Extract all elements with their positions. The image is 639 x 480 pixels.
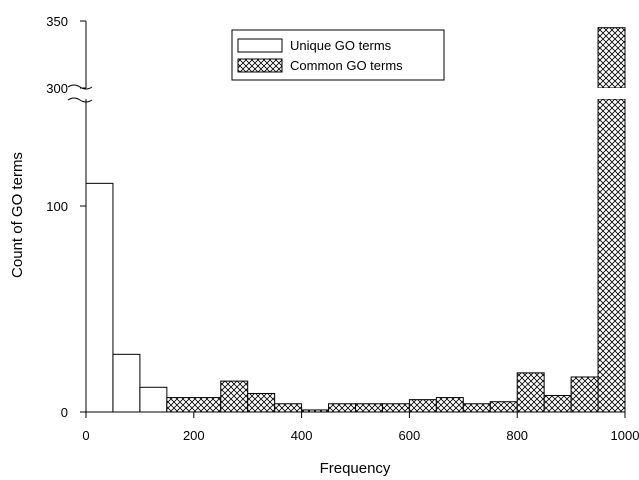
y-tick-label-100: 100 bbox=[46, 199, 68, 214]
bar-crosshatch-12 bbox=[516, 372, 545, 413]
y-axis-title: Count of GO terms bbox=[9, 152, 26, 278]
bar-crosshatch-1 bbox=[220, 380, 249, 413]
bar-crosshatch-15-upper bbox=[597, 27, 626, 89]
bar-crosshatch-3 bbox=[274, 403, 303, 413]
bar-crosshatch-6 bbox=[355, 403, 383, 413]
x-tick-label-600: 600 bbox=[399, 428, 421, 443]
bar-none-0 bbox=[85, 182, 114, 413]
x-tick-label-400: 400 bbox=[291, 428, 313, 443]
bar-none-1 bbox=[112, 353, 141, 413]
bar-crosshatch-7 bbox=[381, 403, 410, 413]
bar-crosshatch-13 bbox=[543, 395, 572, 413]
legend-label-unique: Unique GO terms bbox=[290, 38, 392, 53]
bar-crosshatch-15-lower bbox=[597, 98, 626, 413]
axes-layer: 0 200 400 600 800 1000 0 100 300 350 bbox=[46, 14, 639, 443]
legend-swatch-unique bbox=[237, 38, 283, 53]
bar-crosshatch-10 bbox=[462, 403, 491, 413]
y-tick-label-300: 300 bbox=[46, 81, 68, 96]
bar-crosshatch-0 bbox=[166, 397, 222, 413]
y-tick-label-0: 0 bbox=[61, 405, 68, 420]
legend: Unique GO terms Common GO terms bbox=[231, 29, 445, 81]
bar-none-2 bbox=[139, 386, 168, 413]
bar-break-gap bbox=[597, 88, 626, 99]
bar-crosshatch-8 bbox=[408, 399, 437, 413]
axis-break-mark-upper bbox=[67, 84, 93, 90]
legend-swatch-common bbox=[237, 58, 283, 73]
x-tick-label-800: 800 bbox=[506, 428, 528, 443]
x-tick-label-1000: 1000 bbox=[611, 428, 639, 443]
y-tick-label-350: 350 bbox=[46, 14, 68, 29]
bar-crosshatch-14 bbox=[570, 376, 599, 413]
bars-layer bbox=[85, 27, 626, 413]
bar-crosshatch-9 bbox=[435, 397, 464, 413]
x-axis-title: Frequency bbox=[320, 460, 391, 477]
bar-crosshatch-2 bbox=[247, 392, 276, 413]
bar-crosshatch-5 bbox=[328, 403, 356, 413]
x-tick-label-0: 0 bbox=[82, 428, 89, 443]
legend-label-common: Common GO terms bbox=[290, 58, 403, 73]
bar-crosshatch-11 bbox=[489, 401, 518, 413]
x-tick-label-200: 200 bbox=[183, 428, 205, 443]
axis-break-mark-lower bbox=[67, 97, 93, 103]
